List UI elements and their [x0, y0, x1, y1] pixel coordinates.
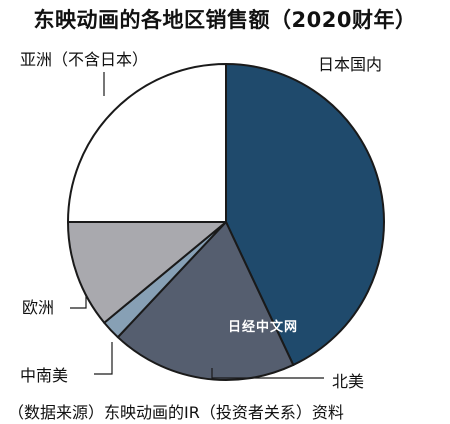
slice-label-4: 亚洲（不含日本） — [20, 50, 148, 69]
pie-slice-1 — [116, 221, 295, 381]
pie-slice-0 — [225, 63, 385, 366]
slice-label-0: 日本国内 — [318, 55, 382, 74]
slice-label-3: 欧洲 — [22, 298, 54, 317]
pie-slice-4 — [67, 63, 227, 223]
slice-label-1: 北美 — [332, 372, 364, 391]
pie-slices — [67, 63, 385, 381]
leader-line-1 — [211, 368, 324, 379]
watermark: 日经中文网 — [228, 319, 298, 335]
source-note: （数据来源）东映动画的IR（投资者关系）资料 — [8, 403, 344, 422]
chart-title: 东映动画的各地区销售额（2020财年） — [33, 8, 417, 32]
slice-label-2: 中南美 — [20, 366, 68, 385]
leader-line-3 — [70, 294, 87, 309]
pie-slice-3 — [67, 221, 227, 324]
leader-lines — [70, 72, 324, 379]
leader-line-2 — [94, 342, 113, 375]
